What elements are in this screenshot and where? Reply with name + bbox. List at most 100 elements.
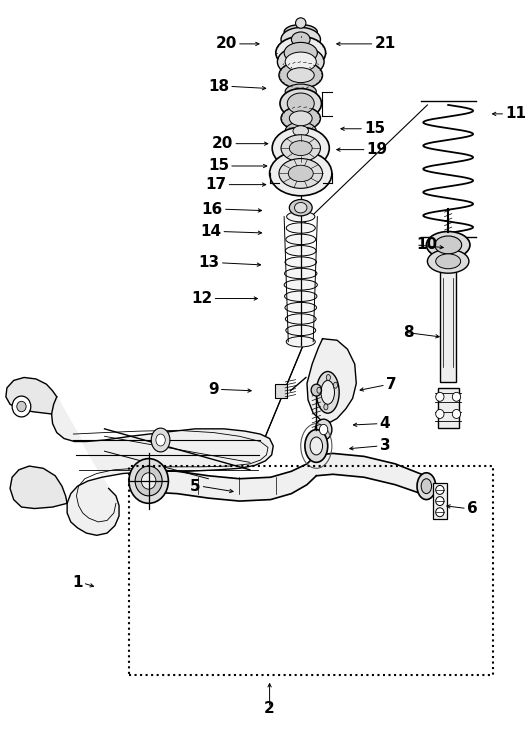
Ellipse shape bbox=[320, 424, 328, 435]
Ellipse shape bbox=[427, 249, 469, 273]
Ellipse shape bbox=[326, 374, 330, 380]
Text: 3: 3 bbox=[379, 439, 390, 454]
Ellipse shape bbox=[284, 280, 317, 290]
Ellipse shape bbox=[286, 336, 315, 347]
Ellipse shape bbox=[142, 473, 156, 489]
Ellipse shape bbox=[310, 437, 323, 455]
Ellipse shape bbox=[151, 428, 170, 452]
Ellipse shape bbox=[333, 382, 338, 388]
Ellipse shape bbox=[284, 25, 317, 40]
Ellipse shape bbox=[276, 37, 325, 69]
Ellipse shape bbox=[281, 135, 321, 162]
Ellipse shape bbox=[293, 126, 308, 137]
Text: 8: 8 bbox=[403, 325, 413, 339]
Bar bbox=[432, 483, 447, 519]
Ellipse shape bbox=[285, 257, 316, 267]
Ellipse shape bbox=[285, 314, 316, 325]
Ellipse shape bbox=[277, 47, 324, 77]
Ellipse shape bbox=[316, 372, 339, 413]
Ellipse shape bbox=[287, 68, 314, 83]
Text: 17: 17 bbox=[206, 177, 226, 192]
Ellipse shape bbox=[435, 236, 462, 254]
Bar bbox=[440, 270, 456, 382]
Text: 7: 7 bbox=[386, 377, 396, 392]
Polygon shape bbox=[316, 454, 426, 495]
Text: 18: 18 bbox=[208, 79, 229, 94]
Polygon shape bbox=[10, 466, 67, 509]
Ellipse shape bbox=[285, 84, 316, 99]
Ellipse shape bbox=[285, 52, 316, 72]
Polygon shape bbox=[51, 397, 273, 536]
Ellipse shape bbox=[285, 269, 317, 279]
Ellipse shape bbox=[289, 199, 312, 216]
Ellipse shape bbox=[296, 18, 306, 28]
Ellipse shape bbox=[421, 479, 431, 494]
Ellipse shape bbox=[436, 392, 444, 401]
Text: 13: 13 bbox=[199, 255, 220, 270]
Ellipse shape bbox=[452, 392, 461, 401]
Ellipse shape bbox=[305, 430, 328, 463]
Ellipse shape bbox=[436, 497, 444, 506]
Ellipse shape bbox=[417, 473, 436, 500]
Ellipse shape bbox=[288, 166, 313, 181]
Text: 14: 14 bbox=[200, 224, 222, 239]
Text: 10: 10 bbox=[416, 237, 437, 252]
Ellipse shape bbox=[436, 254, 461, 269]
Ellipse shape bbox=[272, 128, 329, 169]
Ellipse shape bbox=[311, 384, 322, 396]
Text: 20: 20 bbox=[212, 137, 233, 151]
Ellipse shape bbox=[12, 396, 31, 417]
Ellipse shape bbox=[286, 325, 316, 336]
Ellipse shape bbox=[281, 28, 321, 51]
Ellipse shape bbox=[426, 231, 470, 258]
Ellipse shape bbox=[315, 419, 332, 440]
Ellipse shape bbox=[292, 32, 310, 47]
Ellipse shape bbox=[436, 410, 444, 419]
Text: 4: 4 bbox=[379, 416, 390, 431]
Text: 20: 20 bbox=[216, 37, 237, 51]
Ellipse shape bbox=[289, 141, 312, 156]
Text: 21: 21 bbox=[375, 37, 396, 51]
Polygon shape bbox=[6, 377, 57, 414]
Ellipse shape bbox=[452, 410, 461, 419]
Text: 12: 12 bbox=[191, 291, 213, 306]
Ellipse shape bbox=[156, 434, 165, 446]
Text: 15: 15 bbox=[364, 122, 385, 137]
Ellipse shape bbox=[287, 93, 314, 114]
Ellipse shape bbox=[317, 387, 321, 393]
Ellipse shape bbox=[289, 111, 312, 126]
Text: 19: 19 bbox=[367, 142, 388, 157]
Text: 15: 15 bbox=[208, 158, 229, 174]
Ellipse shape bbox=[285, 291, 317, 301]
Ellipse shape bbox=[287, 211, 315, 222]
Text: 5: 5 bbox=[190, 479, 200, 494]
Ellipse shape bbox=[279, 159, 323, 188]
Ellipse shape bbox=[321, 380, 334, 404]
Ellipse shape bbox=[284, 43, 317, 63]
Text: 2: 2 bbox=[264, 700, 275, 715]
Text: 1: 1 bbox=[72, 575, 83, 591]
Text: 16: 16 bbox=[201, 201, 223, 216]
Ellipse shape bbox=[129, 459, 169, 504]
Polygon shape bbox=[307, 339, 356, 422]
Ellipse shape bbox=[436, 508, 444, 517]
Ellipse shape bbox=[285, 245, 316, 256]
Ellipse shape bbox=[135, 466, 162, 496]
Bar bbox=[275, 384, 287, 398]
Polygon shape bbox=[151, 455, 316, 501]
Text: 9: 9 bbox=[208, 382, 219, 397]
Ellipse shape bbox=[295, 202, 307, 213]
Ellipse shape bbox=[270, 151, 332, 195]
Text: 11: 11 bbox=[505, 107, 526, 122]
Bar bbox=[438, 387, 458, 428]
Ellipse shape bbox=[436, 486, 444, 495]
Ellipse shape bbox=[324, 404, 328, 410]
Ellipse shape bbox=[286, 223, 315, 233]
Ellipse shape bbox=[286, 234, 316, 245]
Ellipse shape bbox=[285, 122, 316, 140]
Bar bbox=[129, 466, 493, 674]
Ellipse shape bbox=[279, 62, 323, 89]
Text: 6: 6 bbox=[467, 501, 478, 516]
Ellipse shape bbox=[285, 302, 316, 313]
Ellipse shape bbox=[17, 401, 26, 412]
